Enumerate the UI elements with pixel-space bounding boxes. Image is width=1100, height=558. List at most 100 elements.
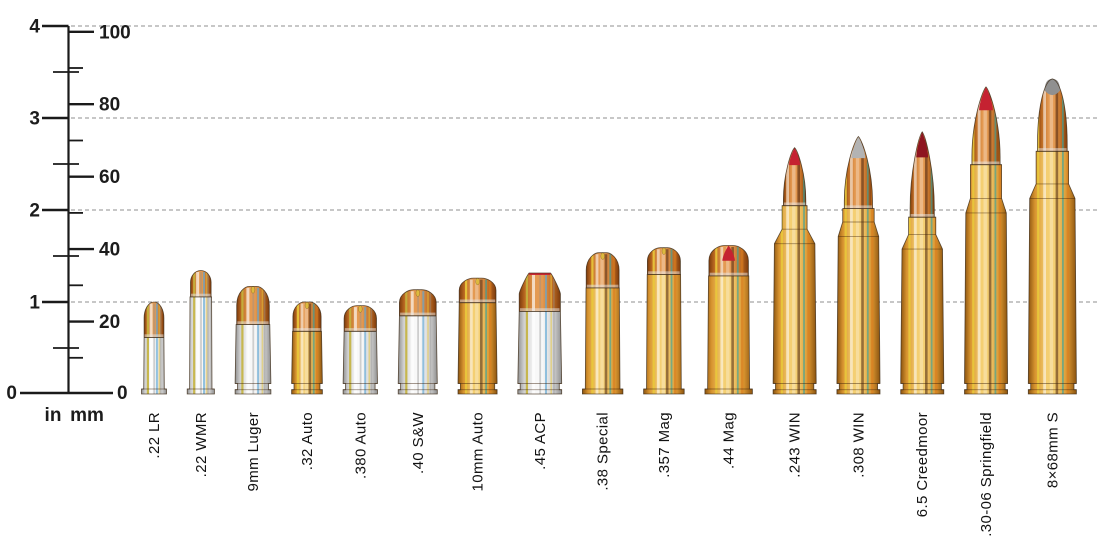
stripe: [1049, 80, 1054, 394]
bullet-shape: [344, 305, 377, 332]
stripe: [469, 279, 473, 394]
case-shape: [836, 208, 880, 394]
cartridge-outline: [704, 245, 753, 395]
case-mouth-band: [344, 328, 376, 332]
gridlines: [71, 25, 1097, 303]
cartridge-label-32-auto: .32 Auto: [299, 412, 316, 470]
hollow-point-cavity: [304, 301, 310, 310]
stripe: [257, 287, 260, 394]
hollow-point-cavity: [358, 305, 363, 313]
stripe: [155, 303, 158, 394]
mm-tick-label-0: 0: [117, 383, 128, 404]
in-tick-label-1: 1: [29, 293, 40, 314]
hollow-point-cavity: [661, 247, 667, 255]
stripe: [609, 254, 612, 394]
stripe: [370, 307, 373, 394]
case-mouth-band: [520, 308, 560, 312]
stripe: [972, 88, 975, 394]
stripe: [304, 303, 309, 394]
case-mouth-band: [586, 284, 619, 288]
stripe: [786, 149, 789, 394]
case-shape: [1028, 151, 1077, 394]
cartridge-outline: [457, 277, 498, 395]
cartridge-outline: [964, 86, 1009, 395]
stripe: [850, 138, 853, 394]
stripe: [475, 279, 479, 394]
stripe: [736, 247, 739, 394]
finish-stripes: [296, 303, 319, 394]
stripe: [1043, 80, 1046, 394]
stripe: [246, 287, 250, 394]
stripe: [983, 88, 987, 394]
in-tick-label-0: 0: [6, 383, 17, 404]
case-detail-lines: [836, 208, 880, 391]
case-shape: [964, 164, 1008, 394]
cartridge-label-243-win: .243 WIN: [787, 412, 804, 478]
stripe: [545, 274, 547, 394]
case-mouth-band: [400, 312, 436, 316]
bullet-tip: [1044, 78, 1061, 96]
cartridge-label-44-mag: .44 Mag: [721, 412, 738, 469]
stripe: [539, 274, 542, 394]
mm-tick-label-60: 60: [99, 167, 120, 188]
ruler: 0 0 1 2 3 4 20 40 60 80 100: [6, 17, 130, 405]
stripe: [429, 291, 432, 394]
cartridge-label-10mm-auto: 10mm Auto: [470, 412, 487, 491]
stripe: [803, 149, 805, 394]
stripe: [263, 287, 266, 394]
stripe: [427, 291, 429, 394]
stripe: [203, 272, 205, 394]
cartridge-label-40-s-w: .40 S&W: [410, 412, 427, 474]
stripe: [193, 272, 196, 394]
stripe: [525, 274, 528, 394]
stripe: [196, 272, 200, 394]
case-detail-lines: [1028, 150, 1077, 391]
stripe: [741, 247, 744, 394]
stripe: [364, 307, 367, 394]
finish-stripes: [652, 249, 677, 394]
stripe: [349, 307, 352, 394]
stripe: [656, 249, 660, 394]
case-mouth-band: [237, 321, 269, 325]
stripe: [908, 133, 911, 394]
cartridge-outline: [291, 301, 323, 395]
finish-stripes: [525, 274, 555, 394]
stripe: [315, 303, 319, 394]
cartridge-22-lr: [141, 301, 167, 395]
stripe: [368, 307, 371, 394]
stripe: [153, 303, 156, 394]
finish-stripes: [146, 303, 162, 394]
mm-tick-label-80: 80: [99, 95, 120, 116]
stripe: [417, 291, 419, 394]
cartridge-243-win: [772, 147, 817, 395]
cartridge-label-9mm-luger: 9mm Luger: [245, 412, 262, 491]
stripe: [480, 279, 483, 394]
stripe: [807, 149, 810, 394]
stripe: [925, 133, 928, 394]
case-shape: [291, 331, 323, 394]
stripe: [422, 291, 425, 394]
stripe: [1055, 80, 1059, 394]
hollow-point-cavity: [250, 286, 256, 294]
cartridge-label-6-5-creedmoor: 6.5 Creedmoor: [914, 412, 931, 517]
cartridge-outline: [141, 301, 167, 395]
mm-tick-label-40: 40: [99, 240, 120, 261]
bullet-tip: [979, 86, 993, 111]
case-mouth-band: [144, 334, 164, 338]
mm-tick-label-20: 20: [99, 312, 120, 333]
cartridge-outline: [1027, 78, 1077, 395]
mm-tick-label-100: 100: [99, 22, 131, 43]
stripe: [855, 138, 860, 394]
cartridge-outline: [517, 272, 563, 395]
stripe: [670, 249, 673, 394]
cartridge-label-308-win: .308 WIN: [850, 412, 867, 478]
stripe: [913, 133, 917, 394]
cartridge-label-45-acp: .45 ACP: [532, 412, 549, 470]
stripe: [252, 287, 255, 394]
in-tick-label-4: 4: [29, 17, 40, 38]
stripe: [553, 274, 555, 394]
stripe: [780, 149, 783, 394]
stripe: [871, 138, 874, 394]
stripe: [720, 247, 724, 394]
case-mouth-band: [459, 299, 496, 303]
